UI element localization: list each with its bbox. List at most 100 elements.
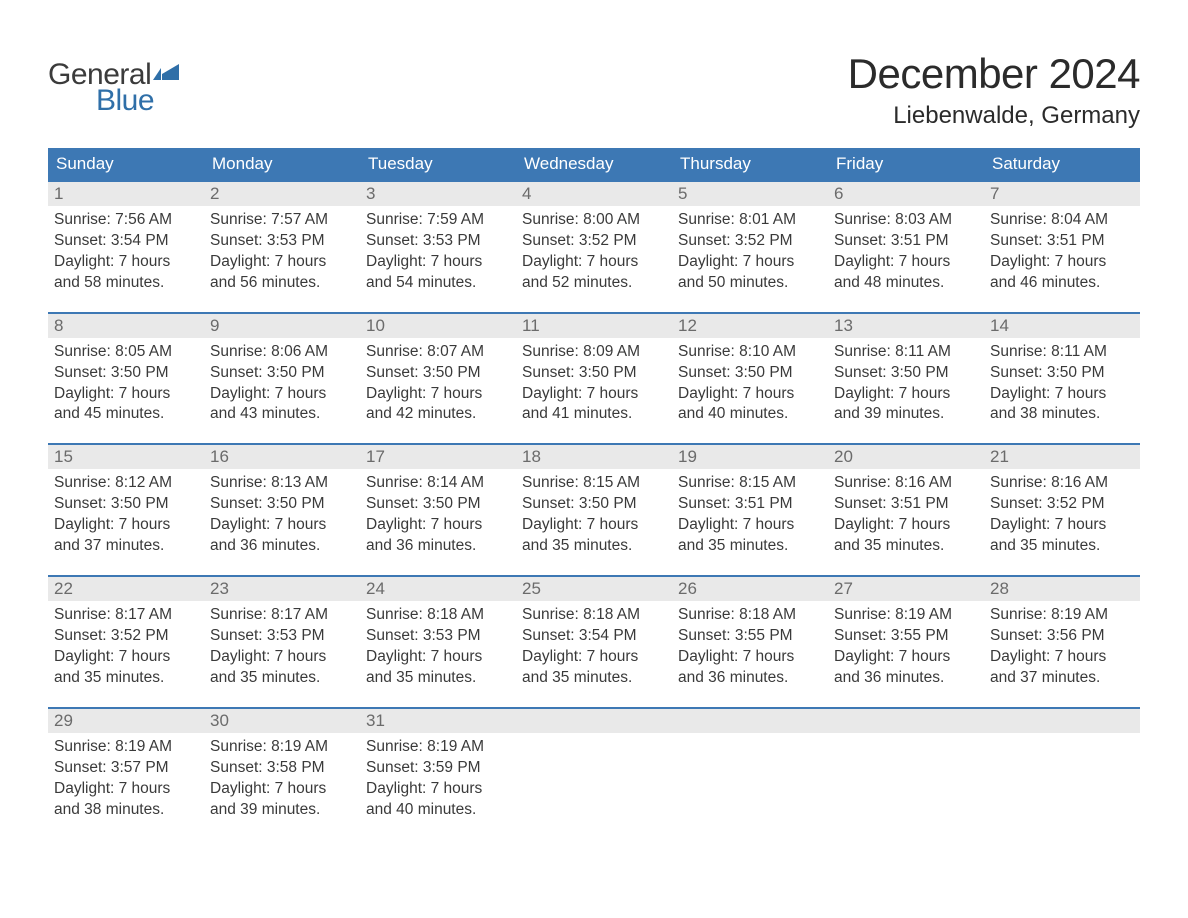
logo: General Blue <box>48 58 179 118</box>
calendar: Sunday Monday Tuesday Wednesday Thursday… <box>48 148 1140 820</box>
daylight-line-2: and 35 minutes. <box>834 536 978 557</box>
daylight-line-1: Daylight: 7 hours <box>834 252 978 273</box>
day-number: 15 <box>48 445 204 469</box>
daylight-line-2: and 54 minutes. <box>366 273 510 294</box>
sunrise-line: Sunrise: 8:07 AM <box>366 342 510 363</box>
sunrise-line: Sunrise: 8:00 AM <box>522 210 666 231</box>
day-cell <box>516 733 672 821</box>
day-number-row: 1234567 <box>48 182 1140 206</box>
daylight-line-1: Daylight: 7 hours <box>834 384 978 405</box>
sunset-line: Sunset: 3:53 PM <box>366 626 510 647</box>
calendar-week: 293031Sunrise: 8:19 AMSunset: 3:57 PMDay… <box>48 707 1140 821</box>
daylight-line-1: Daylight: 7 hours <box>366 647 510 668</box>
day-cell: Sunrise: 8:12 AMSunset: 3:50 PMDaylight:… <box>48 469 204 557</box>
daylight-line-1: Daylight: 7 hours <box>678 384 822 405</box>
day-number <box>984 709 1140 733</box>
sunset-line: Sunset: 3:53 PM <box>210 626 354 647</box>
sunrise-line: Sunrise: 8:01 AM <box>678 210 822 231</box>
calendar-week: 891011121314 Sunrise: 8:05 AM Sunset: 3:50… <box>48 312 1140 426</box>
daylight-line-2: and 35 minutes. <box>210 668 354 689</box>
day-cell: Sunrise: 8:16 AMSunset: 3:51 PMDaylight:… <box>828 469 984 557</box>
day-number: 17 <box>360 445 516 469</box>
day-cell: Sunrise: 8:01 AMSunset: 3:52 PMDaylight:… <box>672 206 828 294</box>
day-cell: Sunrise: 8:17 AMSunset: 3:53 PMDaylight:… <box>204 601 360 689</box>
daylight-line-2: and 36 minutes. <box>366 536 510 557</box>
daylight-line-2: and 36 minutes. <box>834 668 978 689</box>
sunset-line: Sunset: 3:52 PM <box>54 626 198 647</box>
sunrise-line: Sunrise: 8:15 AM <box>522 473 666 494</box>
daylight-line-2: and 37 minutes. <box>990 668 1134 689</box>
dow-wednesday: Wednesday <box>516 148 672 180</box>
daylight-line-1: Daylight: 7 hours <box>522 647 666 668</box>
calendar-week: 1234567Sunrise: 7:56 AMSunset: 3:54 PMDa… <box>48 180 1140 294</box>
sunset-line: Sunset: 3:50 PM <box>678 363 822 384</box>
logo-word-blue: Blue <box>96 84 154 118</box>
daylight-line-1: Daylight: 7 hours <box>54 252 198 273</box>
day-number: 3 <box>360 182 516 206</box>
sunrise-line: Sunrise: 8:16 AM <box>834 473 978 494</box>
daylight-line-2: and 35 minutes. <box>678 536 822 557</box>
day-cell: Sunrise: 8:00 AMSunset: 3:52 PMDaylight:… <box>516 206 672 294</box>
day-cell: Sunrise: 8:16 AMSunset: 3:52 PMDaylight:… <box>984 469 1140 557</box>
daylight-line-2: and 41 minutes. <box>522 404 666 425</box>
day-number: 7 <box>984 182 1140 206</box>
day-number: 16 <box>204 445 360 469</box>
day-number-row: 891011121314 <box>48 314 1140 338</box>
sunrise-line: Sunrise: 8:18 AM <box>366 605 510 626</box>
daylight-line-2: and 38 minutes. <box>54 800 198 821</box>
sunset-line: Sunset: 3:54 PM <box>522 626 666 647</box>
day-cell: Sunrise: 7:56 AMSunset: 3:54 PMDaylight:… <box>48 206 204 294</box>
sunset-line: Sunset: 3:55 PM <box>678 626 822 647</box>
sunrise-line: Sunrise: 8:06 AM <box>210 342 354 363</box>
sunrise-line: Sunrise: 7:57 AM <box>210 210 354 231</box>
day-cell: Sunrise: 8:15 AMSunset: 3:51 PMDaylight:… <box>672 469 828 557</box>
sunset-line: Sunset: 3:51 PM <box>834 231 978 252</box>
day-cell: Sunrise: 8:15 AMSunset: 3:50 PMDaylight:… <box>516 469 672 557</box>
daylight-line-1: Daylight: 7 hours <box>210 779 354 800</box>
day-cell: Sunrise: 8:07 AMSunset: 3:50 PMDaylight:… <box>360 338 516 426</box>
daylight-line-2: and 36 minutes. <box>210 536 354 557</box>
daylight-line-2: and 35 minutes. <box>522 668 666 689</box>
day-number-row: 293031 <box>48 709 1140 733</box>
daylight-line-2: and 40 minutes. <box>366 800 510 821</box>
sunset-line: Sunset: 3:50 PM <box>366 363 510 384</box>
sunrise-line: Sunrise: 8:13 AM <box>210 473 354 494</box>
sunset-line: Sunset: 3:50 PM <box>834 363 978 384</box>
day-number: 2 <box>204 182 360 206</box>
weeks-container: 1234567Sunrise: 7:56 AMSunset: 3:54 PMDa… <box>48 180 1140 820</box>
daylight-line-1: Daylight: 7 hours <box>366 384 510 405</box>
sunset-line: Sunset: 3:50 PM <box>522 494 666 515</box>
daylight-line-1: Daylight: 7 hours <box>522 384 666 405</box>
day-cell: Sunrise: 7:57 AMSunset: 3:53 PMDaylight:… <box>204 206 360 294</box>
dow-friday: Friday <box>828 148 984 180</box>
day-number: 25 <box>516 577 672 601</box>
daylight-line-1: Daylight: 7 hours <box>54 647 198 668</box>
daylight-line-2: and 46 minutes. <box>990 273 1134 294</box>
sunset-line: Sunset: 3:58 PM <box>210 758 354 779</box>
sunset-line: Sunset: 3:50 PM <box>54 494 198 515</box>
day-number: 22 <box>48 577 204 601</box>
daylight-line-1: Daylight: 7 hours <box>366 515 510 536</box>
sunrise-line: Sunrise: 8:19 AM <box>54 737 198 758</box>
dow-tuesday: Tuesday <box>360 148 516 180</box>
sunset-line: Sunset: 3:53 PM <box>210 231 354 252</box>
day-cell: Sunrise: 8:09 AMSunset: 3:50 PMDaylight:… <box>516 338 672 426</box>
sunrise-line: Sunrise: 8:05 AM <box>54 342 198 363</box>
sunrise-line: Sunrise: 8:18 AM <box>678 605 822 626</box>
day-cell: Sunrise: 8:19 AMSunset: 3:57 PMDaylight:… <box>48 733 204 821</box>
day-cell: Sunrise: 8:19 AMSunset: 3:55 PMDaylight:… <box>828 601 984 689</box>
daylight-line-1: Daylight: 7 hours <box>678 252 822 273</box>
sunrise-line: Sunrise: 8:17 AM <box>210 605 354 626</box>
day-cell <box>672 733 828 821</box>
sunset-line: Sunset: 3:50 PM <box>522 363 666 384</box>
daylight-line-2: and 50 minutes. <box>678 273 822 294</box>
day-number-row: 15161718192021 <box>48 445 1140 469</box>
sunset-line: Sunset: 3:54 PM <box>54 231 198 252</box>
day-number: 19 <box>672 445 828 469</box>
sunrise-line: Sunrise: 8:12 AM <box>54 473 198 494</box>
sunrise-line: Sunrise: 8:14 AM <box>366 473 510 494</box>
daylight-line-1: Daylight: 7 hours <box>834 515 978 536</box>
sunrise-line: Sunrise: 8:11 AM <box>990 342 1134 363</box>
sunset-line: Sunset: 3:51 PM <box>834 494 978 515</box>
day-number <box>516 709 672 733</box>
